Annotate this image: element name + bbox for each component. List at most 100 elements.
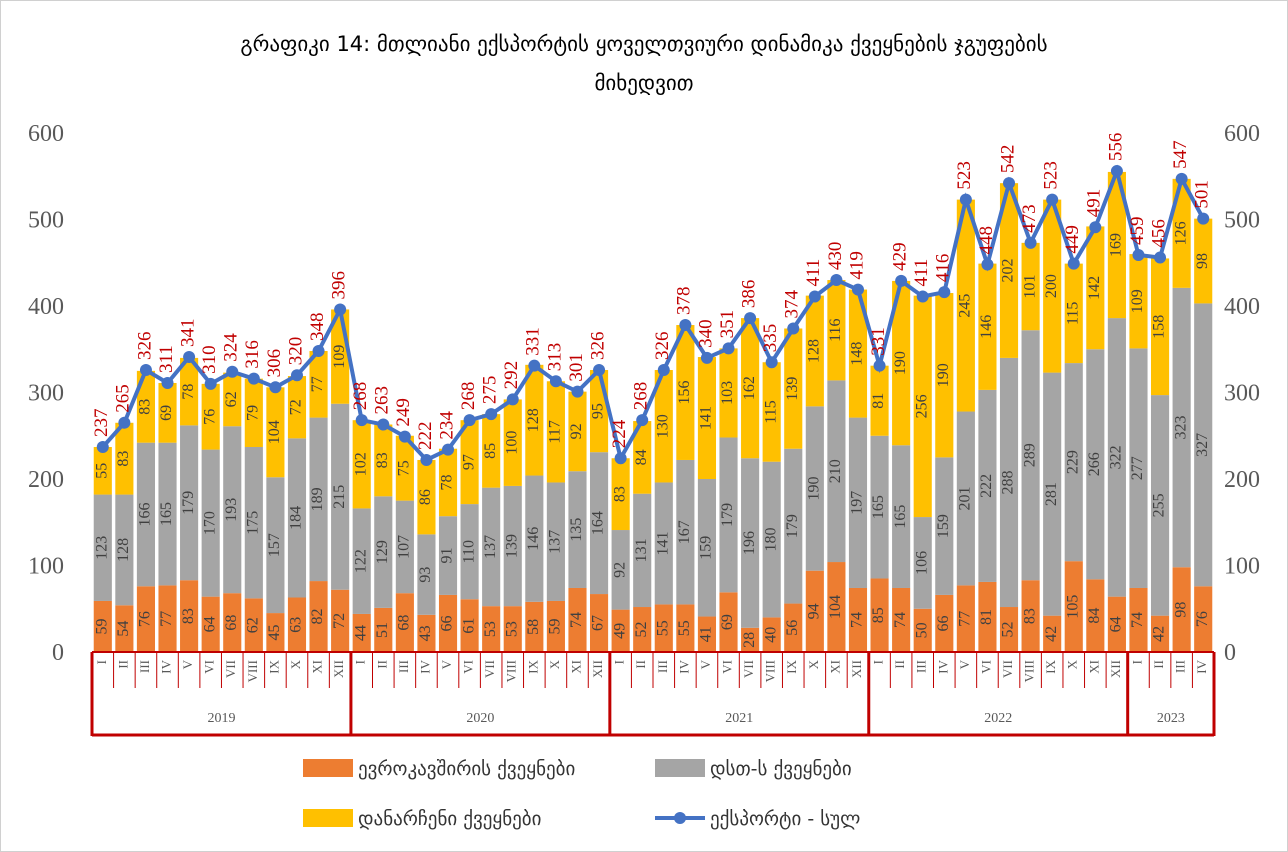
bar-segment: [633, 421, 652, 494]
total-marker: [873, 359, 886, 372]
total-marker: [851, 283, 864, 296]
bar-segment: [93, 494, 112, 601]
total-value-label: 222: [415, 421, 436, 450]
bar-segment: [266, 613, 285, 652]
x-tick-label: X: [806, 659, 821, 669]
bar-segment: [935, 457, 954, 595]
bar-segment: [1064, 363, 1083, 562]
total-marker: [571, 385, 584, 398]
bar-segment: [244, 446, 263, 599]
bar-segment: [1043, 615, 1062, 652]
bar-segment: [1150, 258, 1170, 396]
total-value-label: 456: [1148, 219, 1169, 248]
bar-segment: [589, 452, 609, 595]
bar-value-label: 69: [158, 405, 175, 421]
total-value-label: 324: [221, 333, 242, 362]
bar-segment: [546, 482, 565, 601]
bar-value-label: 50: [913, 622, 930, 638]
bar-segment: [1129, 348, 1148, 588]
bar-segment: [201, 449, 220, 597]
total-marker: [1110, 165, 1123, 178]
x-tick-label: XII: [331, 660, 346, 678]
bar-segment: [633, 493, 652, 608]
bar-segment: [525, 601, 544, 652]
bar-segment: [482, 606, 501, 652]
bar-segment: [784, 328, 803, 449]
bar-value-label: 85: [482, 443, 499, 459]
x-tick-label: III: [1173, 660, 1188, 673]
bar-value-label: 131: [633, 538, 650, 562]
bar-segment: [525, 475, 544, 602]
bar-segment: [805, 406, 824, 571]
total-marker: [1132, 248, 1145, 261]
bar-segment: [460, 420, 479, 505]
bar-value-label: 44: [352, 625, 369, 641]
x-tick-label: V: [439, 659, 454, 669]
total-marker: [485, 408, 498, 421]
bar-value-label: 139: [503, 534, 520, 558]
total-marker: [118, 416, 131, 429]
bar-segment: [266, 387, 285, 478]
bar-segment: [352, 613, 371, 652]
bar-segment: [158, 585, 177, 652]
bar-value-label: 215: [331, 485, 348, 509]
total-marker: [722, 342, 735, 355]
total-value-label: 316: [242, 340, 263, 368]
total-marker: [355, 414, 368, 427]
bar-segment: [568, 391, 587, 472]
bar-value-label: 85: [870, 607, 887, 623]
y-tick-label: 400: [28, 294, 64, 320]
bar-segment: [136, 442, 156, 587]
bar-value-label: 78: [439, 474, 456, 490]
x-tick-label: II: [115, 660, 130, 669]
bar-segment: [1172, 178, 1191, 288]
bar-value-label: 69: [719, 614, 736, 630]
x-tick-label: IV: [935, 659, 950, 673]
x-tick-label: VI: [461, 660, 476, 674]
bar-value-label: 165: [870, 495, 887, 519]
bar-value-label: 103: [719, 381, 736, 405]
x-tick-label: X: [1065, 659, 1080, 669]
bar-segment: [266, 477, 285, 614]
bar-value-label: 165: [892, 505, 909, 529]
bar-segment: [180, 357, 199, 426]
bar-segment: [784, 448, 803, 604]
x-tick-label: XII: [1108, 660, 1123, 678]
bar-segment: [1129, 254, 1148, 349]
bar-segment: [719, 592, 738, 652]
bar-value-label: 189: [309, 487, 326, 511]
bar-value-label: 266: [1086, 452, 1103, 476]
bar-segment: [460, 599, 479, 652]
bar-segment: [892, 445, 911, 588]
bar-value-label: 129: [374, 540, 391, 564]
bar-value-label: 164: [590, 511, 607, 535]
x-tick-label: XII: [590, 660, 605, 678]
bar-segment: [999, 183, 1019, 358]
bar-segment: [374, 424, 393, 497]
total-value-label: 237: [91, 408, 112, 437]
bar-value-label: 142: [1086, 276, 1103, 300]
bar-value-label: 104: [827, 595, 844, 619]
bar-value-label: 66: [439, 615, 456, 631]
bar-value-label: 229: [1064, 450, 1081, 474]
bar-value-label: 43: [417, 625, 434, 641]
legend-swatch: [303, 809, 353, 827]
x-tick-label: XI: [1086, 660, 1101, 674]
bar-segment: [719, 437, 738, 593]
total-value-label: 523: [954, 161, 975, 190]
bar-value-label: 53: [503, 621, 520, 637]
bar-value-label: 327: [1194, 433, 1211, 457]
bar-segment: [1086, 349, 1105, 580]
bar-value-label: 72: [288, 399, 305, 415]
bar-segment: [93, 600, 112, 652]
bar-segment: [654, 604, 673, 652]
total-marker: [916, 290, 929, 303]
bar-segment: [1129, 587, 1148, 652]
total-marker: [334, 303, 347, 316]
total-value-label: 311: [156, 345, 177, 373]
x-tick-label: I: [612, 660, 627, 664]
bar-value-label: 97: [460, 454, 477, 470]
x-tick-label: IX: [784, 659, 799, 673]
bar-segment: [1086, 579, 1105, 652]
total-value-label: 429: [889, 242, 910, 271]
